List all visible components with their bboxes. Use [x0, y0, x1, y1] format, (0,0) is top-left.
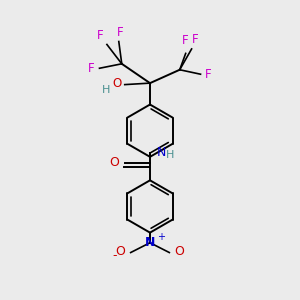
Text: F: F [117, 26, 124, 38]
Text: N: N [145, 236, 155, 249]
Text: +: + [157, 232, 164, 242]
Text: O: O [109, 156, 119, 169]
Text: F: F [192, 33, 198, 46]
Text: F: F [182, 34, 189, 47]
Text: O: O [175, 245, 184, 258]
Text: F: F [88, 62, 94, 75]
Text: H: H [166, 150, 175, 160]
Text: -: - [112, 249, 116, 262]
Text: F: F [97, 28, 104, 41]
Text: F: F [205, 68, 211, 81]
Text: H: H [102, 85, 110, 95]
Text: O: O [116, 245, 125, 258]
Text: O: O [112, 77, 121, 90]
Text: N: N [157, 146, 166, 159]
